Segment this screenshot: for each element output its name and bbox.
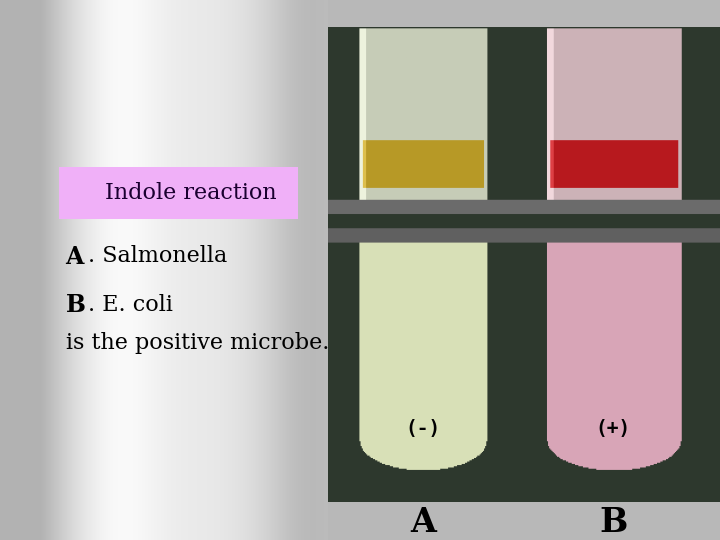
Text: (+): (+) bbox=[596, 419, 631, 438]
FancyBboxPatch shape bbox=[59, 167, 298, 219]
Text: Indole reaction: Indole reaction bbox=[105, 183, 276, 204]
Text: (-): (-) bbox=[405, 419, 441, 438]
Text: B: B bbox=[66, 293, 86, 317]
Text: . E. coli: . E. coli bbox=[88, 294, 173, 316]
Text: B: B bbox=[599, 507, 628, 539]
Text: A: A bbox=[410, 507, 436, 539]
Text: is the positive microbe.: is the positive microbe. bbox=[66, 332, 329, 354]
Text: A: A bbox=[66, 245, 84, 268]
Text: . Salmonella: . Salmonella bbox=[88, 246, 227, 267]
